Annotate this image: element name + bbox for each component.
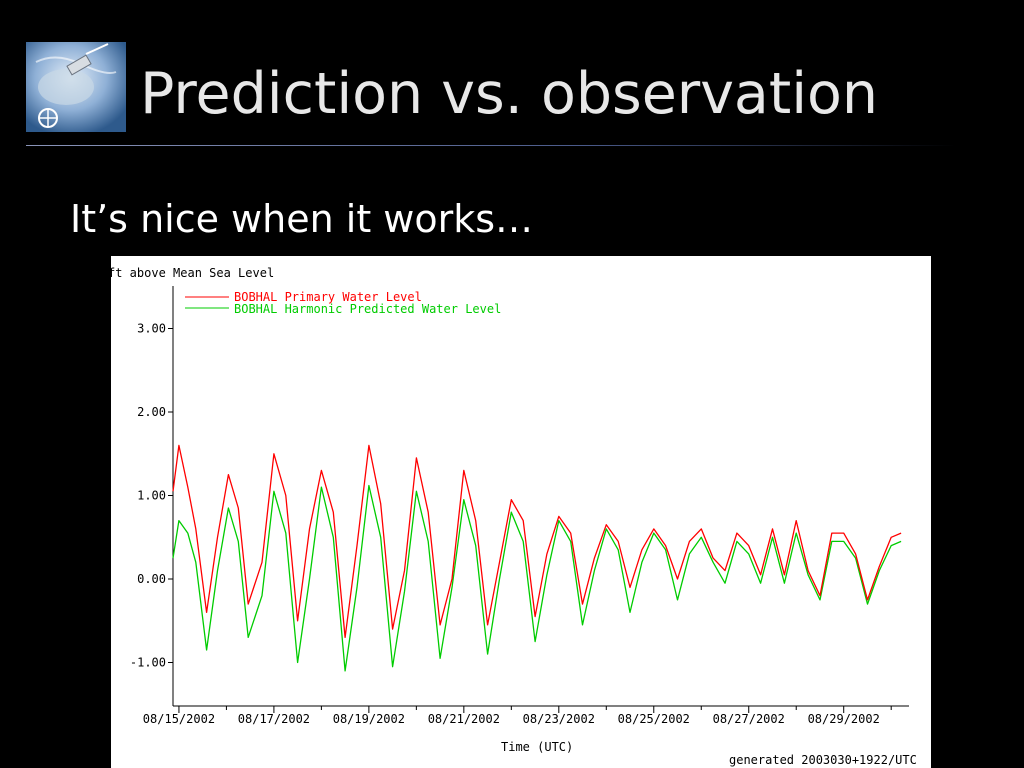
series-line-predicted xyxy=(172,484,902,672)
x-tick-label: 08/23/2002 xyxy=(523,712,595,726)
y-axis-label: ft above Mean Sea Level xyxy=(111,266,274,280)
legend-label-predicted: BOBHAL Harmonic Predicted Water Level xyxy=(234,302,501,316)
x-tick-label: 08/29/2002 xyxy=(808,712,880,726)
y-tick-label: 3.00 xyxy=(137,322,166,336)
x-tick-label: 08/17/2002 xyxy=(238,712,310,726)
globe-satellite-icon xyxy=(26,42,126,132)
x-tick-label: 08/27/2002 xyxy=(713,712,785,726)
slide-subtitle: It’s nice when it works… xyxy=(70,197,534,241)
series-line-primary xyxy=(172,444,902,639)
x-tick-label: 08/25/2002 xyxy=(618,712,690,726)
y-tick-label: 2.00 xyxy=(137,405,166,419)
y-tick-label: -1.00 xyxy=(130,656,166,670)
x-axis-label: Time (UTC) xyxy=(501,740,573,754)
x-tick-label: 08/15/2002 xyxy=(143,712,215,726)
y-tick-label: 1.00 xyxy=(137,489,166,503)
slide-title: Prediction vs. observation xyxy=(140,61,879,127)
y-tick-label: 0.00 xyxy=(137,572,166,586)
generated-footer: generated 2003030+1922/UTC xyxy=(729,753,917,767)
x-tick-label: 08/19/2002 xyxy=(333,712,405,726)
x-tick-label: 08/21/2002 xyxy=(428,712,500,726)
legend-label-primary: BOBHAL Primary Water Level xyxy=(234,290,422,304)
water-level-chart: ft above Mean Sea Level BOBHAL Primary W… xyxy=(111,256,931,768)
chart-legend: BOBHAL Primary Water Level BOBHAL Harmon… xyxy=(185,290,501,316)
title-divider xyxy=(26,145,956,146)
